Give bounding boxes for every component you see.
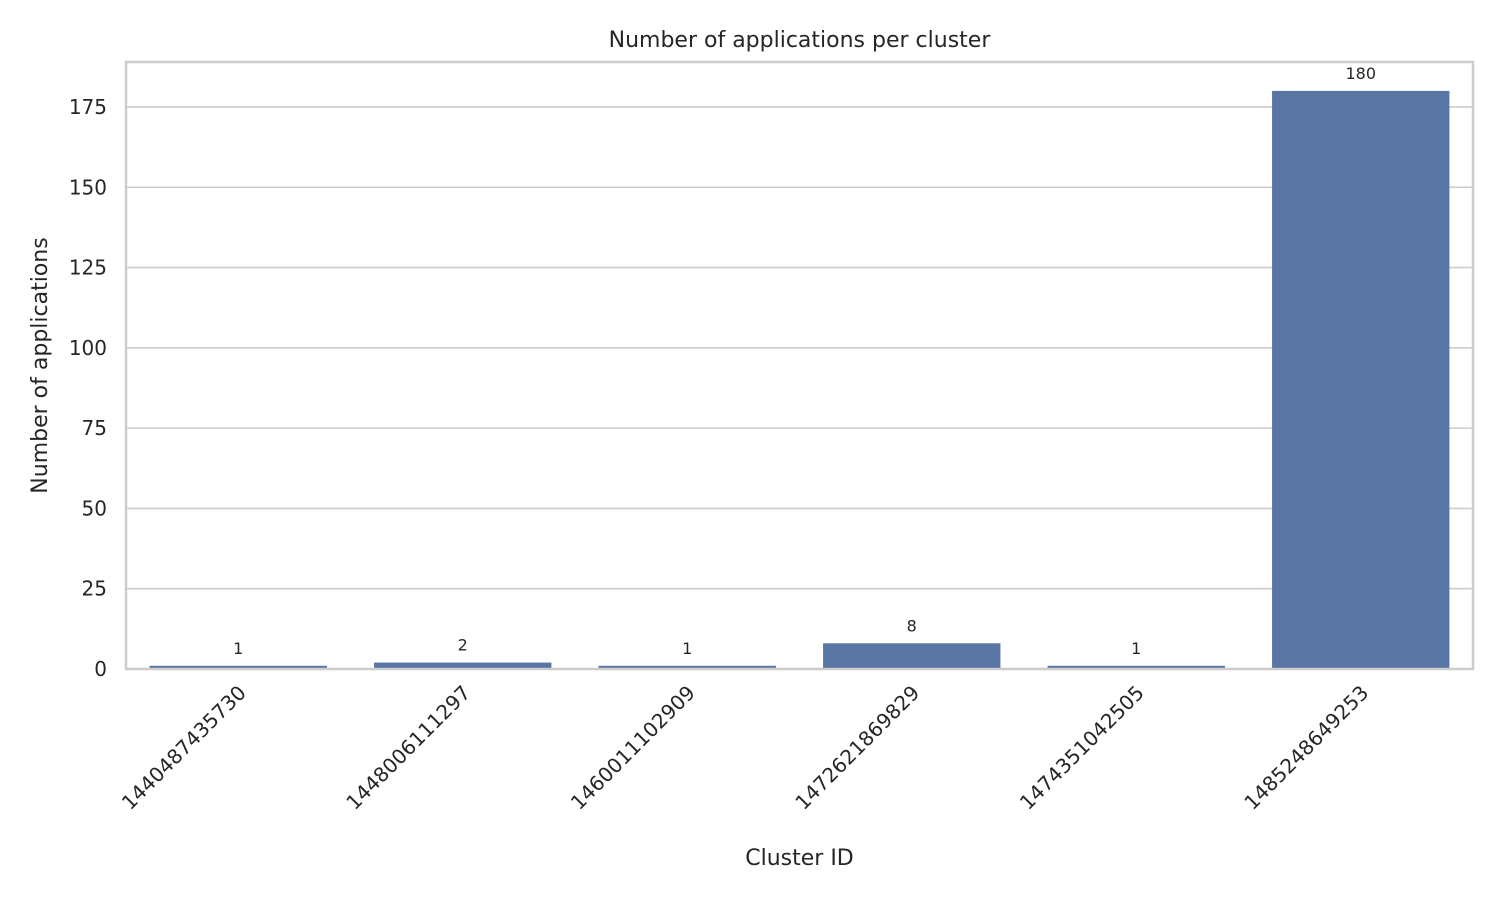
x-tick-label: 1440487435730 (117, 681, 251, 815)
y-tick-label: 125 (69, 256, 107, 280)
bar-value-label: 1 (682, 639, 692, 658)
bar-value-label: 1 (1131, 639, 1141, 658)
x-tick-label: 1472621869829 (790, 681, 924, 815)
chart-title: Number of applications per cluster (609, 28, 992, 53)
y-tick-label: 75 (82, 416, 107, 440)
y-tick-labels: 0 25 50 75 100 125 150 175 (69, 95, 107, 681)
y-tick-label: 150 (69, 175, 107, 199)
bar (1047, 665, 1225, 669)
bar (598, 665, 776, 669)
bar (374, 662, 552, 669)
bar-value-label: 180 (1345, 64, 1376, 83)
y-tick-label: 100 (69, 336, 107, 360)
data-labels: 1 2 1 8 1 180 (233, 64, 1376, 658)
y-tick-label: 50 (82, 496, 107, 520)
x-tick-label: 1460011102909 (566, 681, 700, 815)
x-tick-label: 1474351042505 (1015, 681, 1149, 815)
y-tick-label: 25 (82, 577, 107, 601)
x-tick-label: 1485248649253 (1239, 681, 1373, 815)
bar-value-label: 1 (233, 639, 243, 658)
bar (149, 665, 327, 669)
x-tick-labels: 1440487435730 1448006111297 1460011102909 1… (117, 681, 1373, 815)
plot-frame (124, 60, 1475, 671)
y-tick-label: 175 (69, 95, 107, 119)
bar-value-label: 2 (458, 636, 468, 655)
bar (823, 643, 1001, 669)
bar-value-label: 8 (907, 616, 917, 635)
y-tick-label: 0 (94, 657, 107, 681)
gridlines (126, 106, 1473, 670)
x-tick-label: 1448006111297 (341, 681, 475, 815)
bars (149, 90, 1450, 669)
y-axis-label: Number of applications (28, 237, 53, 493)
bar (1272, 90, 1450, 669)
x-axis-label: Cluster ID (745, 846, 854, 871)
